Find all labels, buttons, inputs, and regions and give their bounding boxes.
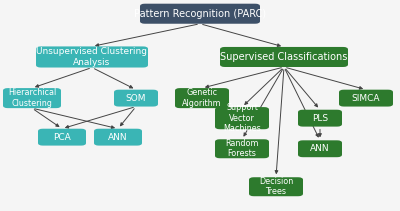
Text: SOM: SOM bbox=[126, 94, 146, 103]
FancyBboxPatch shape bbox=[36, 46, 148, 68]
FancyBboxPatch shape bbox=[339, 90, 393, 107]
FancyBboxPatch shape bbox=[38, 129, 86, 146]
FancyBboxPatch shape bbox=[175, 88, 229, 108]
Text: Decision
Trees: Decision Trees bbox=[259, 177, 293, 196]
Text: SIMCA: SIMCA bbox=[352, 94, 380, 103]
FancyBboxPatch shape bbox=[3, 88, 61, 108]
FancyBboxPatch shape bbox=[215, 107, 269, 129]
FancyBboxPatch shape bbox=[298, 140, 342, 157]
Text: PCA: PCA bbox=[53, 133, 71, 142]
FancyBboxPatch shape bbox=[94, 129, 142, 146]
Text: Unsupervised Clustering
Analysis: Unsupervised Clustering Analysis bbox=[36, 47, 148, 67]
FancyBboxPatch shape bbox=[140, 4, 260, 24]
Text: Support
Vector
Machines: Support Vector Machines bbox=[223, 103, 261, 133]
FancyBboxPatch shape bbox=[215, 139, 269, 158]
Text: ANN: ANN bbox=[310, 144, 330, 153]
Text: Supervised Classifications: Supervised Classifications bbox=[220, 52, 348, 62]
Text: PLS: PLS bbox=[312, 114, 328, 123]
FancyBboxPatch shape bbox=[249, 177, 303, 196]
FancyBboxPatch shape bbox=[298, 110, 342, 127]
Text: Random
Forests: Random Forests bbox=[225, 139, 259, 158]
FancyBboxPatch shape bbox=[220, 47, 348, 67]
Text: Pattern Recognition (PARC): Pattern Recognition (PARC) bbox=[134, 9, 266, 19]
Text: ANN: ANN bbox=[108, 133, 128, 142]
FancyBboxPatch shape bbox=[114, 90, 158, 107]
Text: Genetic
Algorithm: Genetic Algorithm bbox=[182, 88, 222, 108]
Text: Hierarchical
Clustering: Hierarchical Clustering bbox=[8, 88, 56, 108]
